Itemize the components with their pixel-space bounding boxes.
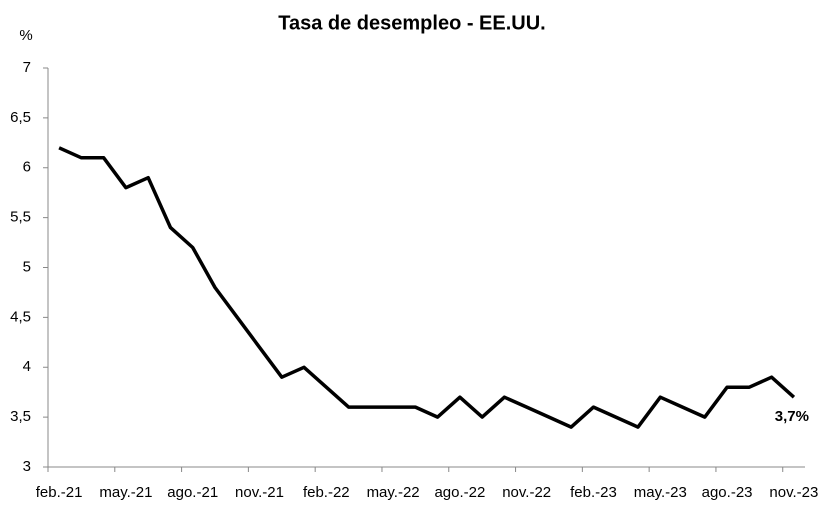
- y-tick-label: 5,5: [10, 209, 31, 226]
- x-tick-label: may.-22: [367, 484, 420, 501]
- x-tick-label: nov.-21: [235, 484, 284, 501]
- x-tick-label: ago.-23: [702, 484, 753, 501]
- y-tick-label: 6: [23, 159, 31, 176]
- y-axis-label: %: [19, 27, 32, 44]
- chart-title: Tasa de desempleo - EE.UU.: [278, 12, 546, 34]
- x-tick-label: feb.-23: [570, 484, 617, 501]
- y-tick-label: 6,5: [10, 109, 31, 126]
- x-tick-label: ago.-22: [434, 484, 485, 501]
- x-tick-label: nov.-23: [769, 484, 818, 501]
- y-tick-label: 4,5: [10, 308, 31, 325]
- y-tick-label: 5: [23, 258, 31, 275]
- x-tick-label: feb.-22: [303, 484, 350, 501]
- x-tick-label: ago.-21: [167, 484, 218, 501]
- y-tick-label: 3,5: [10, 408, 31, 425]
- annotation: 3,7%: [775, 408, 809, 425]
- y-tick-label: 7: [23, 59, 31, 76]
- y-tick-label: 4: [23, 358, 31, 375]
- x-tick-label: may.-23: [634, 484, 687, 501]
- y-tick-label: 3: [23, 458, 31, 475]
- x-tick-label: nov.-22: [502, 484, 551, 501]
- x-tick-label: feb.-21: [36, 484, 83, 501]
- x-tick-label: may.-21: [99, 484, 152, 501]
- line-series: [58, 146, 796, 429]
